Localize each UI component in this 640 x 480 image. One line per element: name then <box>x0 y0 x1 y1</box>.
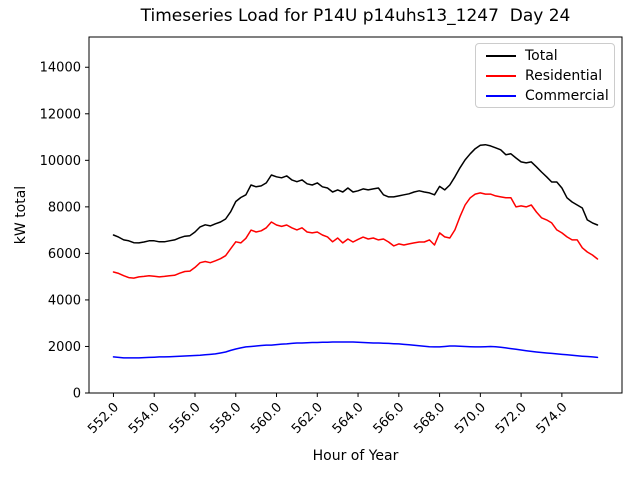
total-line-swatch <box>486 55 516 57</box>
commercial-line-swatch <box>486 95 516 97</box>
residential-line <box>112 192 599 279</box>
residential-line-swatch <box>486 75 516 77</box>
x-tick-label: 556.0 <box>167 400 204 437</box>
y-tick-label: 6000 <box>48 247 81 262</box>
y-axis-label: kW total <box>13 185 29 245</box>
x-tick-label: 562.0 <box>289 400 326 437</box>
commercial-line <box>112 341 599 359</box>
legend-entry-residential: Residential <box>476 66 614 86</box>
y-tick-label: 0 <box>73 387 81 402</box>
x-tick-label: 574.0 <box>534 400 571 437</box>
total-line <box>112 143 599 244</box>
axes-frame <box>88 36 623 394</box>
y-tick-label: 12000 <box>40 107 81 122</box>
y-tick-label: 14000 <box>40 61 81 76</box>
y-tick-label: 10000 <box>40 154 81 169</box>
x-tick-label: 558.0 <box>207 400 244 437</box>
x-tick-label: 560.0 <box>248 400 285 437</box>
x-tick-label: 554.0 <box>126 400 163 437</box>
y-tick-label: 4000 <box>48 293 81 308</box>
y-tick-label: 2000 <box>48 340 81 355</box>
legend-entry-commercial: Commercial <box>476 86 614 106</box>
legend-label-residential: Residential <box>525 68 603 84</box>
x-tick-label: 570.0 <box>452 400 489 437</box>
chart-title: Timeseries Load for P14U p14uhs13_1247 D… <box>140 6 571 26</box>
x-tick-label: 572.0 <box>493 400 530 437</box>
x-tick-label: 566.0 <box>371 400 408 437</box>
y-tick-label: 8000 <box>48 200 81 215</box>
legend-label-commercial: Commercial <box>525 88 609 104</box>
x-tick-label: 564.0 <box>330 400 367 437</box>
legend-label-total: Total <box>525 48 558 64</box>
x-tick-label: 568.0 <box>411 400 448 437</box>
x-axis-label: Hour of Year <box>312 448 399 464</box>
legend-entry-total: Total <box>476 46 614 66</box>
legend: Total Residential Commercial <box>475 43 615 108</box>
x-tick-label: 552.0 <box>85 400 122 437</box>
